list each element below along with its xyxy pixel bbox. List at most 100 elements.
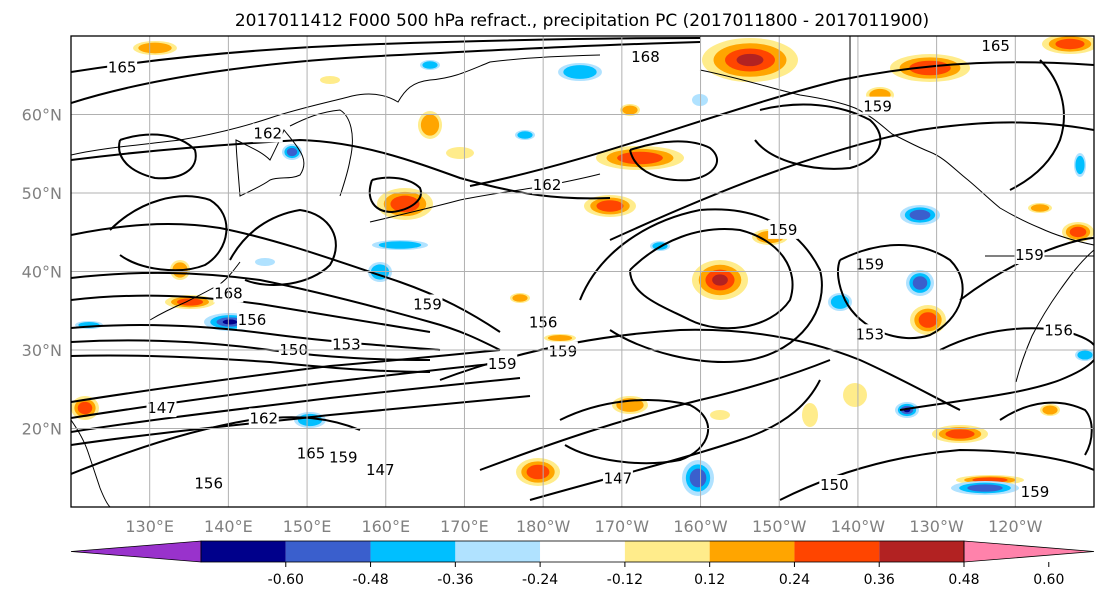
precip-cell — [909, 209, 931, 221]
latitude-labels: 20°N 30°N 40°N 50°N 60°N — [22, 106, 62, 439]
colorbar-tick-label: 0.48 — [948, 572, 979, 588]
precip-cell — [918, 312, 938, 328]
contour-line — [71, 324, 441, 351]
precip-cell — [222, 319, 238, 325]
lon-tick-label: 150°E — [283, 517, 332, 536]
map-frame — [70, 35, 1095, 508]
precip-cell — [692, 94, 708, 106]
contour-line — [71, 349, 501, 403]
contour-label: 159 — [329, 449, 358, 467]
contour-line — [71, 354, 431, 373]
precip-cell — [1075, 155, 1085, 175]
contour-line — [559, 399, 710, 465]
contour-label: 162 — [249, 409, 278, 427]
lon-tick-label: 170°E — [440, 517, 489, 536]
lat-tick-label: 20°N — [22, 420, 62, 439]
lat-tick-label: 50°N — [22, 184, 62, 203]
colorbar-tick-label: 0.24 — [779, 572, 810, 588]
refractivity-contours — [71, 37, 1094, 501]
precip-cell — [622, 105, 638, 115]
precip-cell — [617, 151, 663, 165]
contour-label: 147 — [147, 399, 176, 417]
lon-tick-label: 160°W — [673, 517, 728, 536]
longitude-labels: 130°E 140°E 150°E 160°E 170°E 180°W 170°W 160°W… — [125, 517, 1042, 536]
coastlines — [71, 36, 1094, 507]
contour-label: 165 — [108, 58, 137, 76]
colorbar-tick-label: -0.48 — [352, 572, 388, 588]
contour-label-bg — [146, 398, 177, 418]
colorbar-frame — [200, 540, 965, 563]
contour-line — [629, 140, 718, 182]
precip-cell — [689, 468, 707, 488]
precip-cell — [945, 429, 975, 439]
contour-label: 150 — [820, 476, 849, 494]
colorbar-segment — [879, 541, 964, 562]
contour-label: 156 — [238, 311, 267, 329]
colorbar-tick-label: 0.60 — [1033, 572, 1064, 588]
precip-cell — [1055, 38, 1085, 50]
contour-label-bg — [331, 334, 362, 354]
contour-label: 159 — [488, 355, 517, 373]
contour-line — [71, 271, 501, 351]
contour-line — [999, 401, 1093, 456]
precip-cell — [512, 294, 528, 302]
precip-cell — [843, 383, 867, 407]
colorbar-extend-low — [70, 540, 202, 563]
lon-tick-label: 180°W — [516, 517, 571, 536]
precip-cell — [390, 195, 420, 213]
figure-title: 2017011412 F000 500 hPa refract., precip… — [235, 11, 929, 31]
precip-cell — [909, 60, 951, 76]
precip-cell — [77, 401, 93, 415]
precip-cell — [1030, 204, 1050, 212]
coastline-japan — [149, 261, 241, 321]
contour-label: 165 — [981, 37, 1010, 55]
contour-line — [71, 37, 701, 73]
contour-line — [71, 294, 431, 333]
precip-cell — [138, 42, 172, 54]
precip-cell — [517, 131, 533, 139]
colorbar-tick-label: 0.36 — [864, 572, 895, 588]
contour-label-bg — [193, 473, 224, 493]
contour-line — [439, 328, 961, 411]
precip-cell — [736, 53, 764, 67]
colorbar: -0.60 -0.48 -0.36 -0.24 -0.12 0.12 0.24 0.36 0.4… — [70, 540, 1095, 588]
contour-label: 147 — [366, 461, 395, 479]
contour-label-bg — [236, 310, 267, 330]
precip-cell — [967, 484, 1003, 492]
contour-label: 162 — [253, 124, 282, 142]
contour-label-bg — [532, 175, 563, 195]
contour-label-bg — [862, 96, 893, 116]
contour-label: 159 — [549, 343, 578, 361]
contour-line — [109, 195, 228, 272]
precip-cell — [710, 410, 730, 420]
contour-label: 153 — [332, 336, 361, 354]
contour-label-bg — [819, 475, 850, 495]
colorbar-tick-label: -0.36 — [437, 572, 473, 588]
lon-tick-label: 160°E — [361, 517, 410, 536]
contour-line — [899, 359, 1094, 411]
lon-tick-label: 120°W — [988, 517, 1043, 536]
contour-label: 159 — [855, 255, 884, 273]
precip-cell — [446, 147, 474, 159]
coastline-north-america — [1015, 249, 1094, 383]
contour-line — [118, 133, 197, 180]
contour-label-bg — [487, 354, 518, 374]
colorbar-segment — [794, 541, 880, 562]
contour-line — [368, 176, 422, 214]
colorbar-segment — [540, 541, 625, 562]
lon-tick-label: 140°E — [204, 517, 253, 536]
precip-cell — [378, 241, 422, 249]
map-grid — [71, 36, 1094, 507]
contour-label-bg — [365, 460, 396, 480]
colorbar-tick-label: -0.60 — [268, 572, 304, 588]
colorbar-segment — [285, 541, 371, 562]
contour-label: 156 — [194, 474, 223, 492]
precip-cell — [563, 65, 597, 79]
lon-tick-label: 130°W — [909, 517, 964, 536]
contour-line — [754, 103, 882, 170]
lon-tick-label: 150°W — [752, 517, 807, 536]
contour-label-bg — [248, 408, 279, 428]
precip-cell — [526, 464, 550, 480]
contour-label-bg — [630, 47, 661, 67]
